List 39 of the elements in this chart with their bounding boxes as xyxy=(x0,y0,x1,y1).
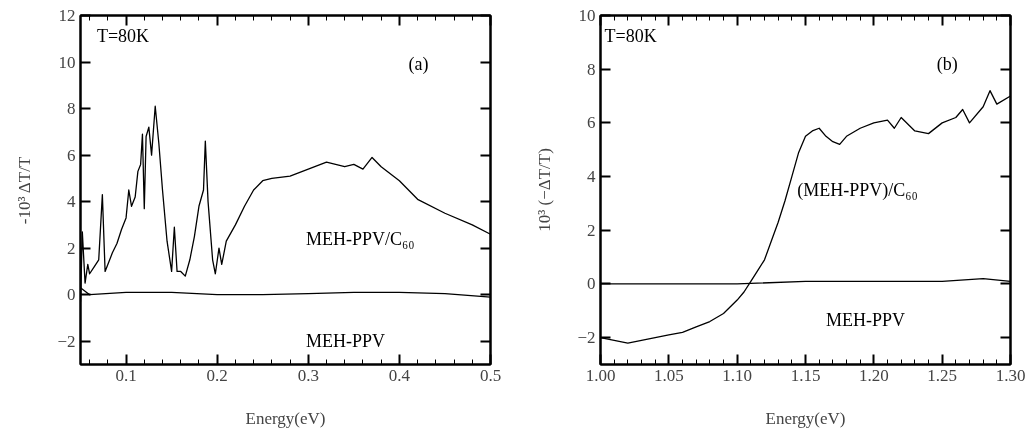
y-tick-label: 4 xyxy=(587,167,596,187)
y-tick-label: 4 xyxy=(67,192,76,212)
y-tick-label: 0 xyxy=(67,285,76,305)
y-tick-label: −2 xyxy=(577,328,596,348)
text: MEH-PPV xyxy=(306,330,386,351)
x-tick-label: 1.30 xyxy=(995,365,1026,385)
x-tick-label: 0.4 xyxy=(388,365,411,385)
y-tick-label: 6 xyxy=(587,113,596,133)
annotation: (a) xyxy=(408,54,429,76)
annotation: T=80K xyxy=(604,26,657,47)
y-tick-label: −2 xyxy=(57,331,76,351)
x-tick-label: 0.2 xyxy=(206,365,228,385)
x-tick-label: 0.5 xyxy=(479,365,502,385)
x-axis-title: Energy(eV) xyxy=(765,408,846,428)
y-tick-label: 6 xyxy=(67,145,76,165)
y-tick-label: 10 xyxy=(578,6,596,25)
annotation: T=80K xyxy=(96,26,150,47)
series-label: MEH-PPV xyxy=(826,309,906,330)
series-label: MEH-PPV/C₆₀ xyxy=(306,229,415,250)
y-tick-label: 0 xyxy=(587,274,596,294)
x-axis-title: Energy(eV) xyxy=(245,408,326,428)
x-tick-label: 1.25 xyxy=(927,365,958,385)
y-axis-title: 10³ (−ΔT/T) xyxy=(535,148,555,232)
x-tick-label: 1.15 xyxy=(790,365,821,385)
y-tick-label: 8 xyxy=(67,99,76,119)
x-tick-label: 0.3 xyxy=(297,365,319,385)
y-tick-label: 10 xyxy=(58,52,76,72)
y-axis-title: -10³ ΔT/T xyxy=(15,156,35,225)
y-tick-label: 2 xyxy=(587,220,596,240)
x-tick-label: 1.00 xyxy=(585,365,616,385)
x-tick-label: 1.10 xyxy=(722,365,753,385)
x-tick-label: 0.1 xyxy=(115,365,137,385)
x-tick-label: 1.05 xyxy=(653,365,684,385)
annotation: (b) xyxy=(936,54,958,76)
y-tick-label: 12 xyxy=(58,6,76,25)
x-tick-label: 1.20 xyxy=(858,365,889,385)
y-tick-label: 8 xyxy=(587,59,596,79)
y-tick-label: 2 xyxy=(67,238,76,258)
series-label: (MEH-PPV)/C₆₀ xyxy=(797,180,918,202)
